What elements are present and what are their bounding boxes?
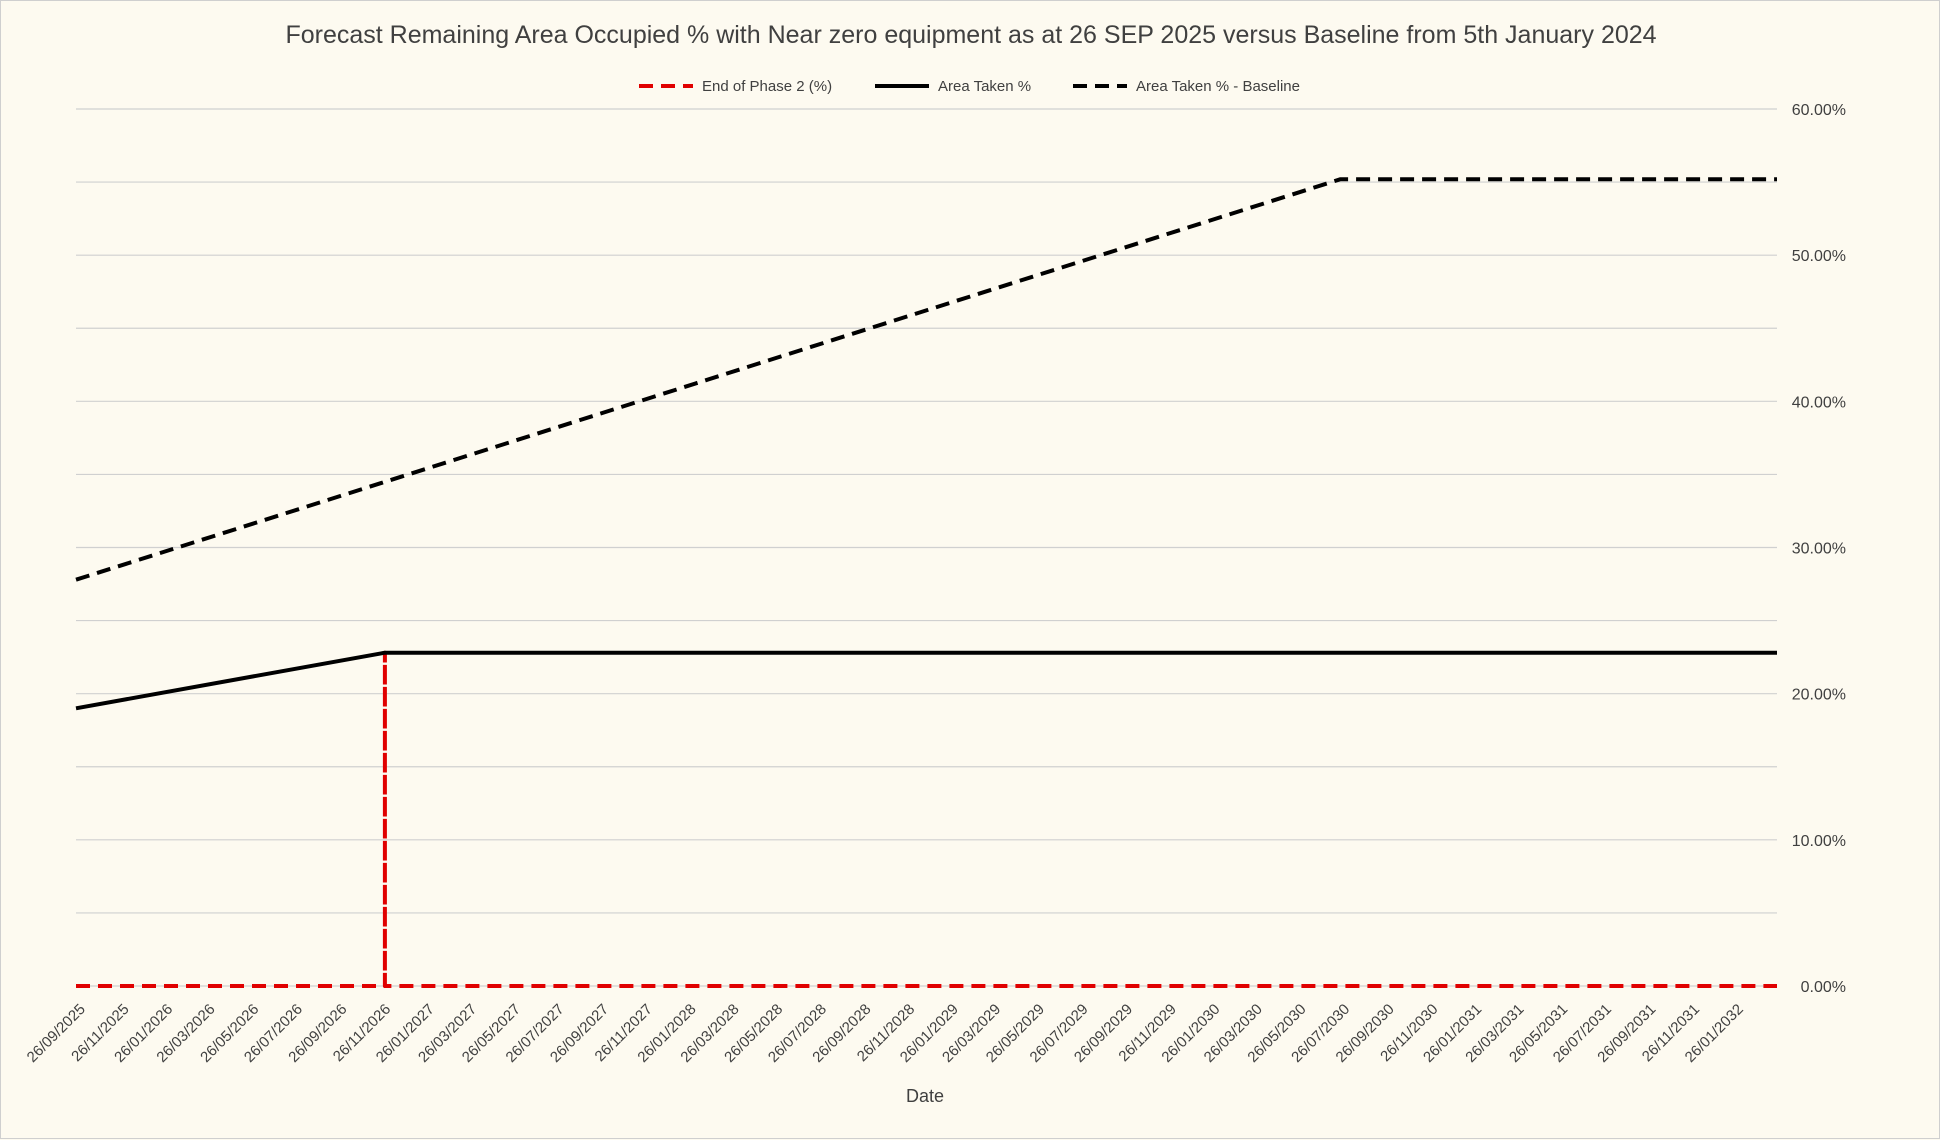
y-tick-label: 20.00% [1792,687,1846,704]
y-axis-ticks: 0.00% 10.00% 20.00% 30.00% 40.00% 50.00% 60.00… [1792,102,1846,996]
gridlines [76,108,1777,987]
y-tick-label: 0.00% [1801,979,1846,996]
y-tick-label: 10.00% [1792,833,1846,850]
legend: End of Phase 2 (%) Area Taken % Area Taken… [639,78,1300,95]
series-line-1 [76,650,1777,988]
chart-title: Forecast Remaining Area Occupied % with … [285,21,1656,49]
y-tick-label: 30.00% [1792,541,1846,558]
series-lines [75,177,1777,988]
legend-label-2: Area Taken % [938,78,1031,95]
legend-label-3: Area Taken % - Baseline [1136,78,1300,95]
legend-label-1: End of Phase 2 (%) [702,78,832,95]
y-tick-label: 50.00% [1792,248,1846,265]
series-line-2 [75,650,1777,711]
y-tick-label: 60.00% [1792,102,1846,119]
x-axis-ticks: 26/09/202526/11/202526/01/202626/03/2026… [24,1001,1747,1066]
series-line-3 [75,177,1777,582]
y-tick-label: 40.00% [1792,394,1846,411]
x-axis-label: Date [906,1086,944,1106]
